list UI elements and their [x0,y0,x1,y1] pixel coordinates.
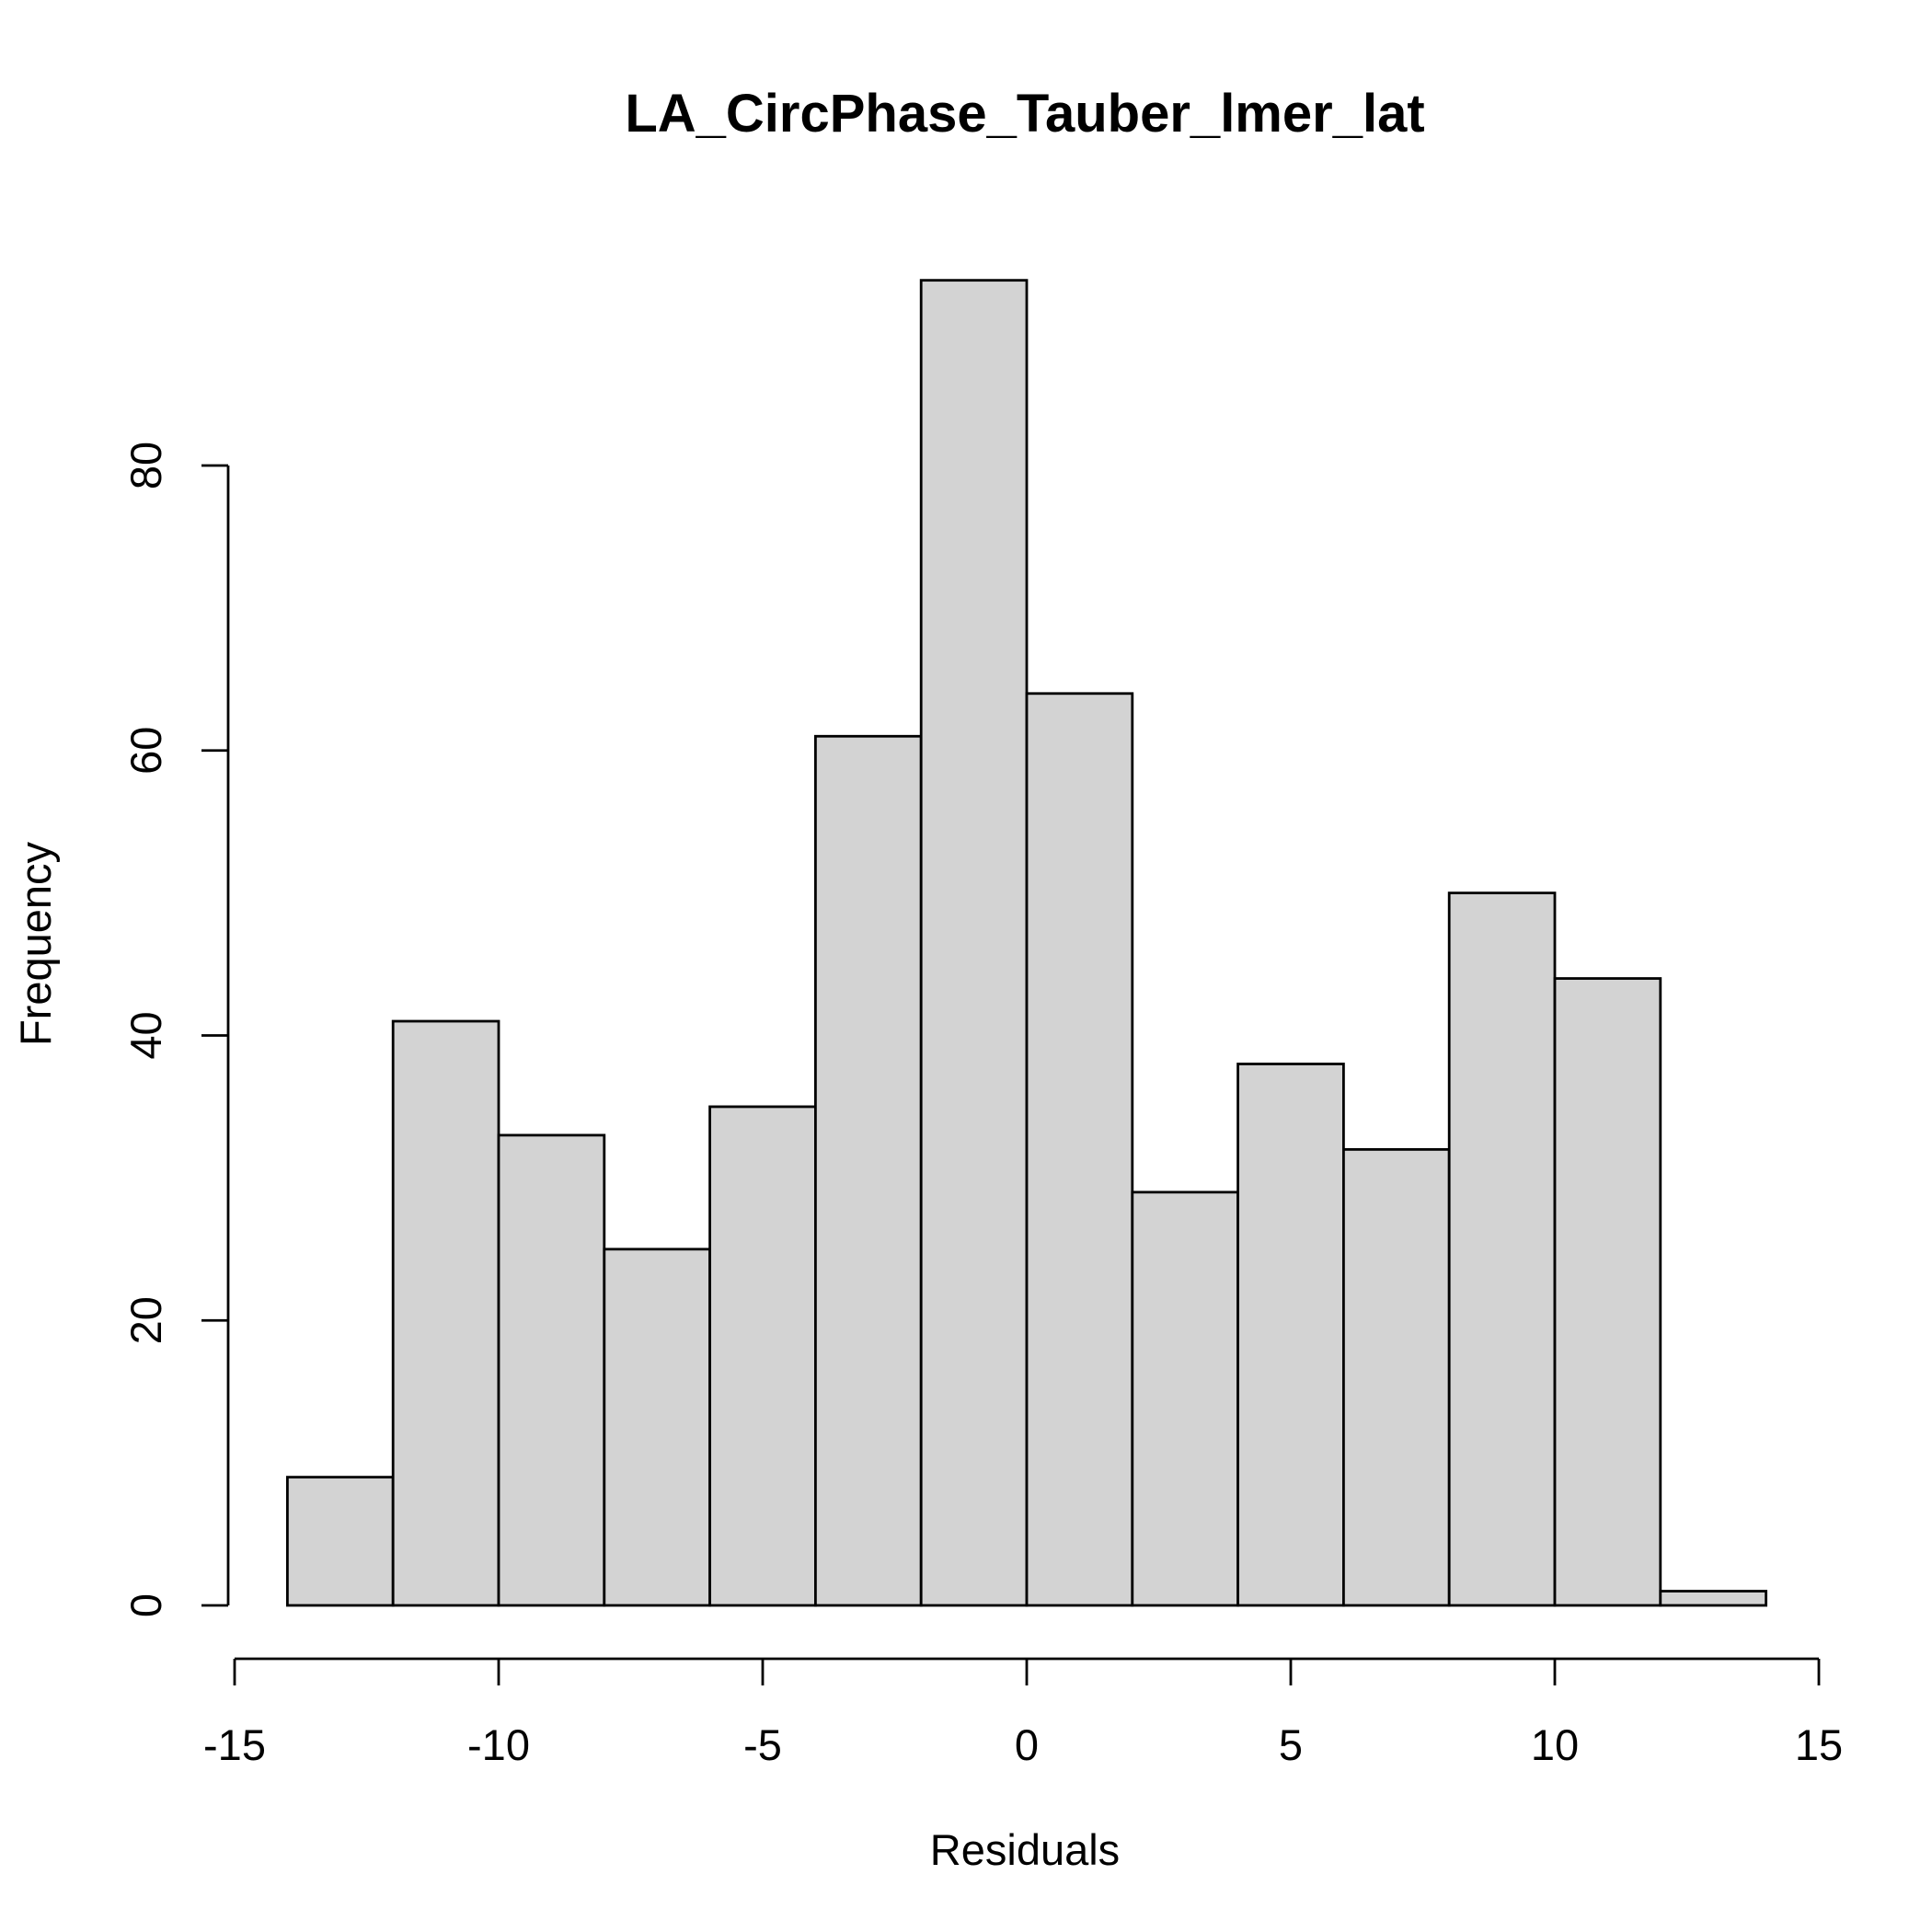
y-tick-label: 20 [121,1296,170,1344]
x-tick-label: -10 [467,1720,530,1769]
x-tick-label: 10 [1531,1720,1579,1769]
y-axis: 0 20 40 60 80 [121,442,230,1617]
x-tick-label: -15 [203,1720,266,1769]
x-tick-label: 5 [1279,1720,1303,1769]
histogram-bar [285,1476,395,1607]
histogram-bar [1447,891,1557,1607]
x-tick-label: -5 [743,1720,782,1769]
histogram-bar [919,279,1029,1607]
x-axis: -15 -10 -5 0 5 10 15 [203,1657,1843,1769]
histogram-bar [1131,1190,1240,1607]
y-axis-label: Frequency [11,841,60,1046]
x-axis-label: Residuals [930,1825,1120,1874]
histogram-bar [1342,1148,1451,1607]
y-tick-label: 40 [121,1011,170,1059]
y-tick-label: 80 [121,442,170,489]
x-tick-label: 15 [1795,1720,1843,1769]
histogram-bar [1025,692,1134,1607]
chart-title: LA_CircPhase_Tauber_lmer_lat [625,84,1424,144]
histogram-bar [708,1105,817,1607]
histogram-bar [391,1019,500,1607]
histogram-bar [497,1133,606,1607]
histogram-bar [603,1248,711,1607]
histogram-bar [1659,1590,1768,1607]
y-tick-label: 60 [121,727,170,775]
y-tick-label: 0 [121,1593,170,1617]
histogram-bar [814,734,923,1607]
histogram-bar [1236,1063,1345,1607]
histogram-bar [1553,977,1662,1607]
bars-group [285,279,1768,1607]
x-tick-label: 0 [1015,1720,1039,1769]
